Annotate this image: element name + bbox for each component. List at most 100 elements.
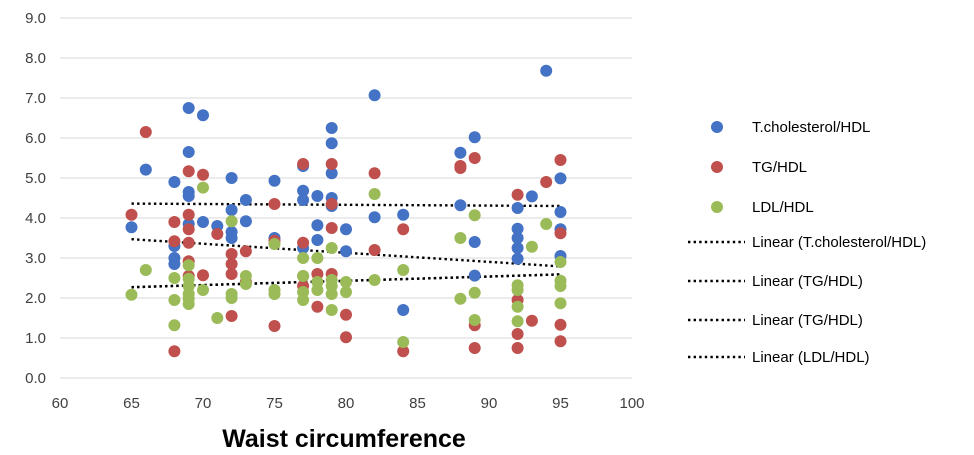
- data-point: [225, 204, 238, 216]
- legend-label: Linear (TG/HDL): [752, 273, 863, 290]
- data-point: [197, 216, 209, 228]
- x-tick-label: 75: [266, 395, 283, 412]
- data-point: [340, 245, 352, 258]
- data-point: [168, 294, 181, 306]
- legend-label: T.cholesterol/HDL: [752, 119, 870, 136]
- data-points: [125, 64, 567, 358]
- data-point: [268, 320, 281, 332]
- data-point: [182, 259, 195, 272]
- trendline: [131, 202, 561, 208]
- data-point: [311, 190, 324, 202]
- data-point: [297, 294, 310, 306]
- data-point: [454, 146, 467, 159]
- x-tick-label: 70: [195, 395, 212, 412]
- data-point: [311, 219, 324, 232]
- data-point: [554, 256, 567, 268]
- x-tick-label: 80: [338, 395, 355, 412]
- gridlines: [60, 17, 632, 379]
- data-point: [554, 335, 567, 348]
- legend: T.cholesterol/HDL TG/HDL LDL/HDL Linear (T.…: [688, 119, 926, 366]
- data-point: [197, 109, 209, 122]
- data-point: [511, 342, 524, 354]
- data-point: [554, 206, 567, 218]
- y-tick-label: 1.0: [25, 330, 46, 347]
- data-point: [525, 314, 538, 327]
- y-tick-label: 2.0: [25, 290, 46, 307]
- data-point: [168, 235, 181, 248]
- data-point: [325, 158, 338, 170]
- data-point: [368, 89, 381, 102]
- data-point: [197, 284, 209, 296]
- data-point: [397, 336, 410, 348]
- data-point: [368, 167, 381, 180]
- legend-label: LDL/HDL: [752, 199, 814, 216]
- legend-marker: [711, 201, 723, 213]
- data-point: [239, 245, 252, 258]
- data-point: [325, 288, 338, 300]
- legend-marker: [711, 121, 723, 133]
- data-point: [368, 244, 381, 256]
- data-point: [197, 168, 209, 181]
- legend-label: Linear (TG/HDL): [752, 312, 863, 329]
- data-point: [397, 208, 410, 221]
- data-point: [468, 236, 481, 248]
- data-point: [239, 215, 252, 228]
- y-tick-label: 6.0: [25, 130, 46, 147]
- data-point: [340, 223, 352, 236]
- data-point: [139, 126, 152, 138]
- y-axis-ticks: 0.0 1.0 2.0 3.0 4.0 5.0 6.0 7.0 8.0 9.0: [25, 10, 46, 387]
- data-point: [468, 152, 481, 164]
- x-tick-label: 90: [481, 395, 498, 412]
- data-point: [182, 190, 195, 202]
- x-tick-label: 85: [409, 395, 426, 412]
- data-point: [225, 292, 238, 304]
- data-point: [225, 215, 238, 228]
- data-point: [511, 315, 524, 328]
- data-point: [239, 278, 252, 290]
- data-point: [468, 209, 481, 222]
- data-point: [325, 137, 338, 150]
- data-point: [511, 232, 524, 244]
- data-point: [554, 172, 567, 185]
- y-tick-label: 7.0: [25, 90, 46, 107]
- data-point: [182, 236, 195, 249]
- data-point: [168, 176, 181, 188]
- data-point: [397, 304, 410, 316]
- data-point: [540, 64, 553, 77]
- data-point: [397, 223, 410, 236]
- data-point: [325, 167, 338, 180]
- data-point: [540, 176, 553, 188]
- legend-label: TG/HDL: [752, 159, 807, 176]
- data-point: [340, 308, 352, 321]
- data-point: [368, 188, 381, 200]
- data-point: [511, 300, 524, 313]
- data-point: [311, 284, 324, 296]
- data-point: [468, 131, 481, 144]
- data-point: [554, 318, 567, 331]
- data-point: [211, 312, 224, 324]
- data-point: [468, 314, 481, 326]
- legend-label: Linear (T.cholesterol/HDL): [752, 234, 926, 251]
- data-point: [297, 270, 310, 282]
- data-point: [397, 345, 410, 358]
- data-point: [225, 268, 238, 280]
- data-point: [297, 194, 310, 206]
- data-point: [511, 202, 524, 214]
- data-point: [297, 236, 310, 249]
- data-point: [168, 319, 181, 332]
- data-point: [268, 288, 281, 300]
- x-axis-ticks: 60 65 70 75 80 85 90 95 100: [52, 395, 645, 412]
- y-tick-label: 8.0: [25, 50, 46, 67]
- x-axis-label: Waist circumference: [222, 425, 466, 453]
- data-point: [554, 280, 567, 292]
- data-point: [454, 232, 467, 244]
- data-point: [325, 198, 338, 210]
- data-point: [340, 286, 352, 298]
- data-point: [168, 216, 181, 228]
- data-point: [139, 264, 152, 276]
- data-point: [340, 331, 352, 344]
- data-point: [311, 300, 324, 313]
- data-point: [182, 146, 195, 158]
- data-point: [340, 276, 352, 288]
